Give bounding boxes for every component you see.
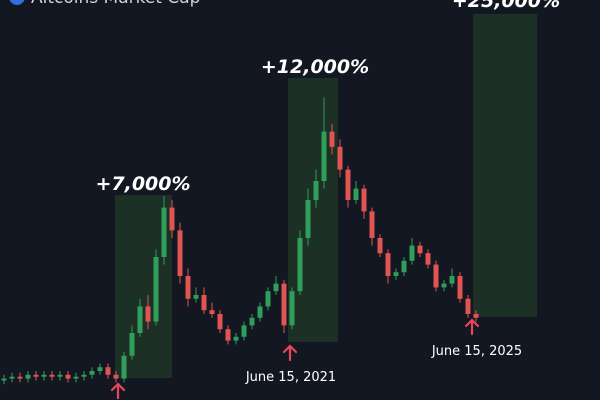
candle-body <box>105 367 111 375</box>
candle-body <box>201 295 207 311</box>
candle-body <box>353 188 359 200</box>
date-label: June 15, 2021 <box>245 370 336 385</box>
candle-body <box>249 317 255 326</box>
candle-body <box>433 264 439 288</box>
candle-body <box>417 245 423 254</box>
candle-body <box>97 367 103 371</box>
candle-body <box>241 325 247 337</box>
candle-body <box>161 207 167 257</box>
candle-body <box>273 283 279 292</box>
candle-body <box>265 291 271 307</box>
candle-body <box>81 374 87 377</box>
candle-body <box>25 374 31 379</box>
candles <box>1 97 479 385</box>
candle-body <box>57 374 63 377</box>
candle-body <box>113 374 119 379</box>
candle-body <box>225 329 231 341</box>
candle-body <box>313 181 319 200</box>
candle-body <box>369 211 375 238</box>
candle-body <box>65 374 71 379</box>
annotation: +25,000% <box>452 0 560 12</box>
candle-body <box>89 371 95 375</box>
arrows <box>110 318 480 400</box>
candle-body <box>73 376 79 379</box>
candle-body <box>17 376 23 379</box>
candle-body <box>297 238 303 292</box>
candle-body <box>337 146 343 170</box>
candle-body <box>289 291 295 326</box>
candle-body <box>41 374 47 377</box>
candle-body <box>361 188 367 212</box>
candle-body <box>449 276 455 284</box>
date-label: June 15, 2025 <box>431 344 522 359</box>
candle-body <box>393 272 399 276</box>
candle-body <box>257 306 263 318</box>
chart-title: Altcoins Market Cap <box>31 0 200 8</box>
candle-body <box>9 376 15 379</box>
candle-body <box>465 298 471 314</box>
candle-body <box>137 306 143 333</box>
annotation: +7,000% <box>95 173 190 195</box>
candle-body <box>305 200 311 238</box>
arrow <box>110 382 126 400</box>
highlight-box <box>473 14 537 317</box>
candle-body <box>329 131 335 147</box>
candle-body <box>281 283 287 326</box>
candle-body <box>473 314 479 318</box>
candle-body <box>193 295 199 299</box>
candle-body <box>153 257 159 322</box>
candle-body <box>209 310 215 314</box>
candle-body <box>409 245 415 261</box>
annotation: +12,000% <box>261 56 369 78</box>
candle-body <box>441 283 447 288</box>
candle-body <box>121 355 127 379</box>
candle-body <box>233 336 239 341</box>
title-icon <box>9 0 25 5</box>
candle-body <box>457 276 463 299</box>
candle-body <box>1 378 7 381</box>
candle-body <box>129 333 135 356</box>
arrow <box>464 318 480 336</box>
candle-body <box>425 253 431 265</box>
candle-body <box>401 260 407 273</box>
candle-body <box>345 169 351 200</box>
candle-body <box>49 374 55 377</box>
candle-body <box>177 230 183 276</box>
arrow <box>282 344 298 362</box>
candle-body <box>169 207 175 231</box>
candle-body <box>377 238 383 254</box>
candle-body <box>185 276 191 299</box>
highlight-box <box>288 78 338 342</box>
candle-body <box>33 374 39 377</box>
candle-body <box>145 306 151 322</box>
candle-body <box>321 131 327 181</box>
candle-body <box>217 314 223 330</box>
candle-body <box>385 253 391 276</box>
